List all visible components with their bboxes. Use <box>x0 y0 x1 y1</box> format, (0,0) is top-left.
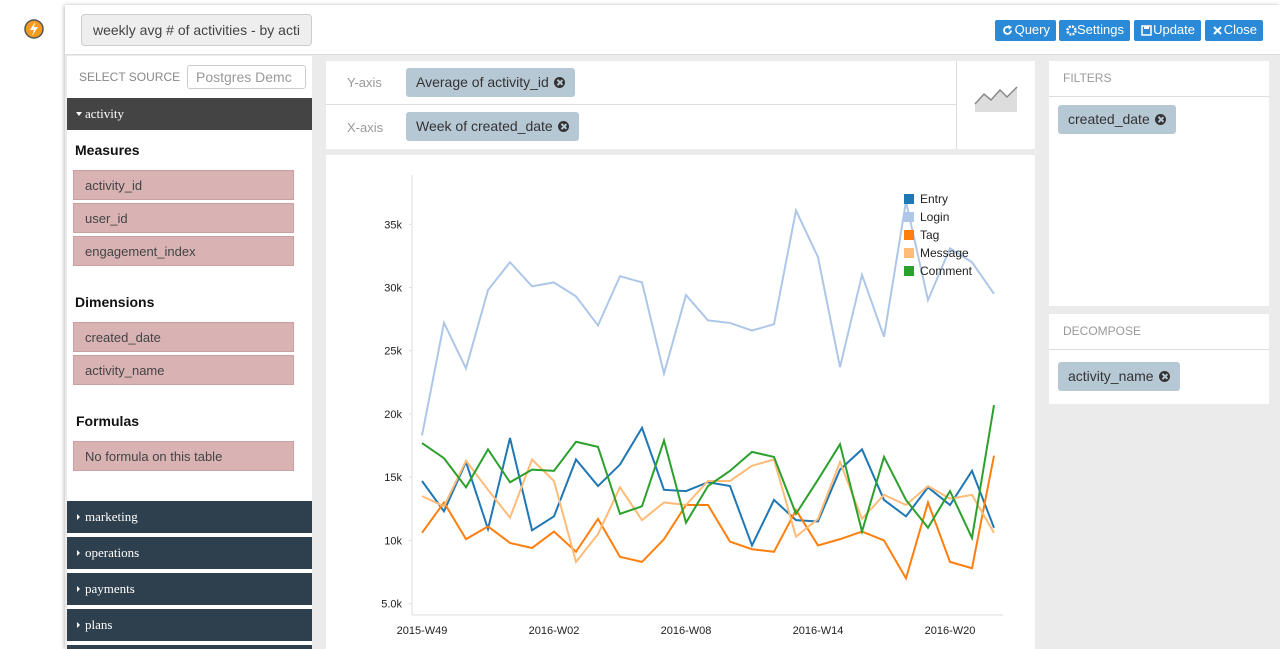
chart: 5.0k 10k 15k 20k 25k 30k 35k 2015-W49 2016-W02 20… <box>326 155 1035 649</box>
table-header[interactable]: operations <box>67 537 312 569</box>
source-select[interactable]: Postgres Demc <box>187 65 306 89</box>
divider <box>1049 349 1269 350</box>
x-tick-label: 2015-W49 <box>397 625 448 637</box>
y-shelf-label: Y-axis <box>347 75 382 90</box>
x-tick-label: 2016-W08 <box>661 625 712 637</box>
y-tick-label: 10k <box>384 535 402 547</box>
series-line <box>421 455 995 581</box>
legend-label: Entry <box>920 192 948 206</box>
y-pill[interactable]: Average of activity_id <box>406 68 575 97</box>
table-header <box>67 645 312 649</box>
measure-field[interactable]: activity_id <box>73 170 294 200</box>
x-tick-label: 2016-W20 <box>925 625 976 637</box>
y-tick-label: 5.0k <box>381 599 402 611</box>
legend-swatch <box>904 212 914 222</box>
pill-label: created_date <box>1068 111 1150 127</box>
button-label: Update <box>1153 22 1195 37</box>
legend-swatch <box>904 266 914 276</box>
legend-swatch <box>904 194 914 204</box>
icon <box>1213 26 1222 35</box>
button-label: Close <box>1223 22 1257 37</box>
table-header[interactable]: marketing <box>67 501 312 533</box>
series-line <box>421 457 995 565</box>
table-header[interactable]: plans <box>67 609 312 641</box>
legend-label: Comment <box>920 264 973 278</box>
pill-label: Week of created_date <box>416 118 553 134</box>
y-tick-label: 20k <box>384 409 402 421</box>
icon <box>1066 25 1077 36</box>
divider <box>1049 96 1269 97</box>
filter-pill[interactable]: created_date <box>1058 105 1176 134</box>
pill-label: Average of activity_id <box>416 74 549 90</box>
y-tick-label: 15k <box>384 472 402 484</box>
button-label: Settings <box>1077 22 1124 37</box>
measure-field[interactable]: user_id <box>73 203 294 233</box>
decompose-pill[interactable]: activity_name <box>1058 362 1180 391</box>
app-rail <box>0 0 62 649</box>
close-button[interactable]: Close <box>1205 20 1263 41</box>
logo <box>24 19 44 39</box>
divider <box>956 61 957 149</box>
select-source-label: SELECT SOURCE <box>79 70 181 84</box>
divider <box>326 104 956 105</box>
title-input[interactable]: weekly avg # of activities - by acti <box>81 14 312 46</box>
update-button[interactable]: Update <box>1134 20 1201 41</box>
y-tick-label: 25k <box>384 346 402 358</box>
icon <box>1003 25 1012 35</box>
filters-panel <box>1049 61 1269 306</box>
section-heading: Formulas <box>76 413 140 429</box>
table-header[interactable]: activity <box>67 98 312 130</box>
decompose-heading: DECOMPOSE <box>1063 324 1142 338</box>
chart-type-icon[interactable] <box>974 84 1018 112</box>
y-tick-label: 30k <box>384 283 402 295</box>
section-heading: Measures <box>75 142 140 158</box>
series-line <box>421 201 995 436</box>
legend-swatch <box>904 230 914 240</box>
icon <box>1141 25 1152 36</box>
y-tick-label: 35k <box>384 219 402 231</box>
dimension-field[interactable]: created_date <box>73 322 294 352</box>
query-button[interactable]: Query <box>995 20 1056 41</box>
legend-label: Tag <box>920 228 939 242</box>
x-pill[interactable]: Week of created_date <box>406 112 579 141</box>
legend-label: Login <box>920 210 949 224</box>
legend-swatch <box>904 248 914 258</box>
legend-label: Message <box>920 246 969 260</box>
pill-label: activity_name <box>1068 368 1154 384</box>
button-label: Query <box>1014 22 1050 37</box>
settings-button[interactable]: Settings <box>1059 20 1130 41</box>
x-shelf-label: X-axis <box>347 120 384 135</box>
series-line <box>421 404 995 542</box>
table-header[interactable]: payments <box>67 573 312 605</box>
measure-field[interactable]: engagement_index <box>73 236 294 266</box>
x-tick-label: 2016-W02 <box>529 625 580 637</box>
formula-empty: No formula on this table <box>73 441 294 471</box>
filters-heading: FILTERS <box>1063 71 1112 85</box>
section-heading: Dimensions <box>75 294 155 310</box>
x-tick-label: 2016-W14 <box>793 625 844 637</box>
dimension-field[interactable]: activity_name <box>73 355 294 385</box>
